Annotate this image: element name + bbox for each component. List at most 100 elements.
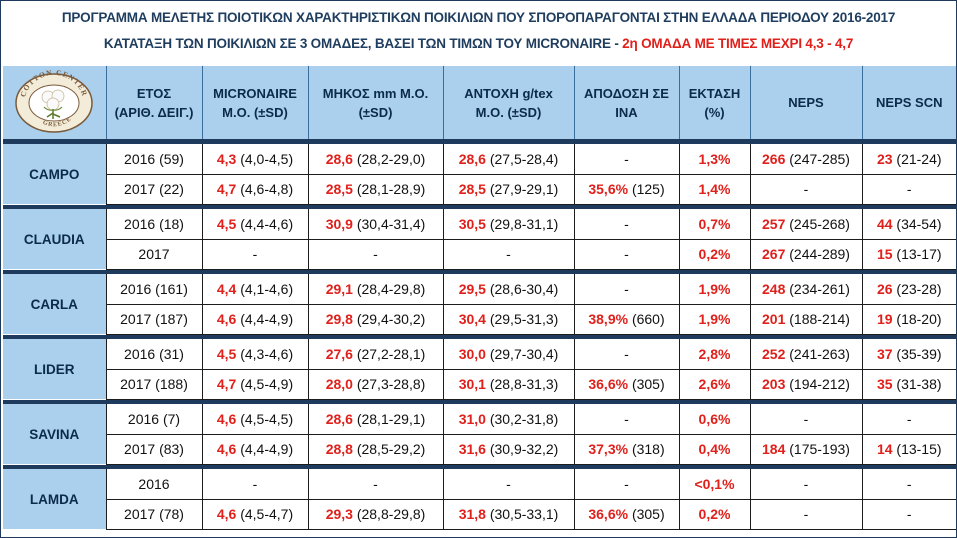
table-row: SAVINA 2016 (7) 4,6 (4,5-4,5) 28,6 (28,1-29…: [3, 404, 956, 464]
cell-area: 0,6%: [678, 404, 750, 435]
cell-area-value: 2,6%: [698, 376, 731, 392]
title-line-2-prefix: ΚΑΤΑΤΑΞΗ ΤΩΝ ΠΟΙΚΙΛΙΩΝ ΣΕ 3 ΟΜΑΔΕΣ, ΒΑΣΕ…: [103, 36, 623, 51]
cell-yield: 35,6% (125): [573, 174, 679, 205]
cell-neps-scn-mean: 26: [876, 280, 893, 297]
cell-neps-scn: 14 (13-15): [861, 434, 956, 465]
cell-length: 30,9 (30,4-31,4): [307, 209, 443, 240]
cell-neps-scn: 15 (13-17): [861, 239, 956, 270]
cell-area: 1,3%: [678, 144, 750, 175]
cell-neps-range: -: [803, 181, 809, 197]
cell-area: 0,7%: [678, 209, 750, 240]
cell-micronaire-range: (4,4-4,9): [236, 311, 294, 327]
cell-micronaire: 4,3 (4,0-4,5): [201, 144, 308, 175]
cell-neps-scn-range: (13-15): [892, 441, 942, 457]
cell-length-range: -: [373, 246, 378, 262]
cell-neps: -: [749, 174, 862, 205]
cell-length: 28,5 (28,1-28,9): [307, 174, 443, 205]
cell-strength: 31,8 (30,5-33,1): [442, 499, 574, 530]
cell-micronaire-range: (4,0-4,5): [236, 150, 294, 167]
cell-length: 29,8 (29,4-30,2): [307, 304, 443, 335]
cell-length-range: -: [373, 475, 378, 492]
group-separator: [3, 464, 956, 469]
cell-neps-range: -: [803, 475, 809, 492]
cell-neps-scn-range: (21-24): [892, 150, 942, 167]
cell-micronaire-range: (4,5-4,9): [236, 376, 294, 392]
variety-name: CARLA: [3, 274, 106, 334]
slide-title: ΠΡΟΓΡΑΜΜΑ ΜΕΛΕΤΗΣ ΠΟΙΟΤΙΚΩΝ ΧΑΡΑΚΤΗΡΙΣΤΙ…: [1, 1, 956, 67]
cell-length: -: [307, 469, 443, 500]
cell-length-range: (28,5-29,2): [352, 441, 426, 457]
cell-neps-scn-mean: 15: [876, 246, 893, 262]
cell-neps-range: -: [803, 506, 809, 522]
header-area: ΕΚΤΑΣΗ (%): [678, 66, 750, 139]
cell-neps-scn: 23 (21-24): [861, 144, 956, 175]
cell-strength: -: [442, 469, 574, 500]
cell-yield-range: (305): [628, 376, 665, 392]
cell-micronaire-range: (4,5-4,5): [236, 410, 294, 427]
table-row: 2017 (187) 4,6 (4,4-4,9) 29,8 (29,4-30,2) 3…: [3, 304, 956, 335]
cell-yield: 36,6% (305): [573, 369, 679, 400]
cell-length-range: (27,2-28,1): [352, 345, 426, 362]
table-row: CARLA 2016 (161) 4,4 (4,1-4,6) 29,1 (28,4-2…: [3, 274, 956, 334]
cell-area-value: <0,1%: [694, 475, 735, 492]
cell-neps: -: [749, 404, 862, 435]
cell-yield-range: -: [624, 215, 629, 232]
cell-length: 28,8 (28,5-29,2): [307, 434, 443, 465]
cell-neps-scn: 26 (23-28): [861, 274, 956, 305]
cell-micronaire-range: (4,5-4,7): [236, 506, 294, 522]
cell-area: 1,9%: [678, 304, 750, 335]
cell-neps-scn: 19 (18-20): [861, 304, 956, 335]
cell-micronaire: 4,7 (4,6-4,8): [201, 174, 308, 205]
cell-yield: 37,3% (318): [573, 434, 679, 465]
cell-neps-scn-mean: 37: [876, 345, 893, 362]
cell-micronaire-mean: 4,3: [216, 150, 237, 167]
cell-strength-range: (27,5-28,4): [485, 150, 559, 167]
variety-name: SAVINA: [3, 404, 106, 464]
cell-area: <0,1%: [678, 469, 750, 500]
cell-neps: 257 (245-268): [749, 209, 862, 240]
cell-neps-scn-mean: 35: [876, 376, 893, 392]
cell-year: 2017: [105, 239, 202, 270]
cell-strength-mean: 30,1: [458, 376, 486, 392]
table-row: 2017 (78) 4,6 (4,5-4,7) 29,3 (28,8-29,8) 31…: [3, 499, 956, 530]
cell-strength-mean: 29,5: [458, 280, 486, 297]
cell-length-mean: 29,3: [325, 506, 353, 522]
cell-strength-range: (30,2-31,8): [485, 410, 559, 427]
cell-neps: 266 (247-285): [749, 144, 862, 175]
cell-neps-scn-range: (34-54): [892, 215, 942, 232]
cell-micronaire: -: [201, 469, 308, 500]
cell-length-mean: 28,6: [325, 150, 353, 167]
cell-micronaire-mean: 4,5: [216, 215, 237, 232]
cell-micronaire: 4,6 (4,4-4,9): [201, 434, 308, 465]
cell-strength-range: (29,5-31,3): [485, 311, 559, 327]
table-row: 2017 (188) 4,7 (4,5-4,9) 28,0 (27,3-28,8) 3…: [3, 369, 956, 400]
variety-name: CLAUDIA: [3, 209, 106, 269]
cell-area-value: 0,2%: [698, 246, 731, 262]
cell-area-value: 0,7%: [698, 215, 731, 232]
cell-length-mean: 28,0: [325, 376, 353, 392]
cell-area: 2,6%: [678, 369, 750, 400]
cell-neps-scn-mean: 14: [876, 441, 893, 457]
cell-yield-mean: 37,3%: [588, 441, 629, 457]
cell-length-range: (27,3-28,8): [352, 376, 426, 392]
cell-length: 28,6 (28,2-29,0): [307, 144, 443, 175]
cell-neps: 184 (175-193): [749, 434, 862, 465]
cell-year: 2016 (59): [105, 144, 202, 175]
cell-yield: -: [573, 404, 679, 435]
cell-year: 2016 (7): [105, 404, 202, 435]
cell-micronaire-mean: 4,5: [216, 345, 237, 362]
cell-neps-mean: 267: [762, 246, 786, 262]
cell-strength: 31,6 (30,9-32,2): [442, 434, 574, 465]
header-micronaire-line: Μ.Ο. (±SD): [222, 104, 288, 120]
cell-yield-range: -: [624, 280, 629, 297]
cell-neps-mean: 266: [762, 150, 786, 167]
cell-length-mean: 29,1: [325, 280, 353, 297]
cell-strength-mean: 28,5: [458, 181, 486, 197]
cell-neps-scn: -: [861, 499, 956, 530]
cell-area: 1,9%: [678, 274, 750, 305]
cell-neps-scn-range: (31-38): [892, 376, 942, 392]
separator-bar: [3, 334, 956, 339]
table-row: 2017 (83) 4,6 (4,4-4,9) 28,8 (28,5-29,2) 31…: [3, 434, 956, 465]
cell-strength-mean: 30,0: [458, 345, 486, 362]
